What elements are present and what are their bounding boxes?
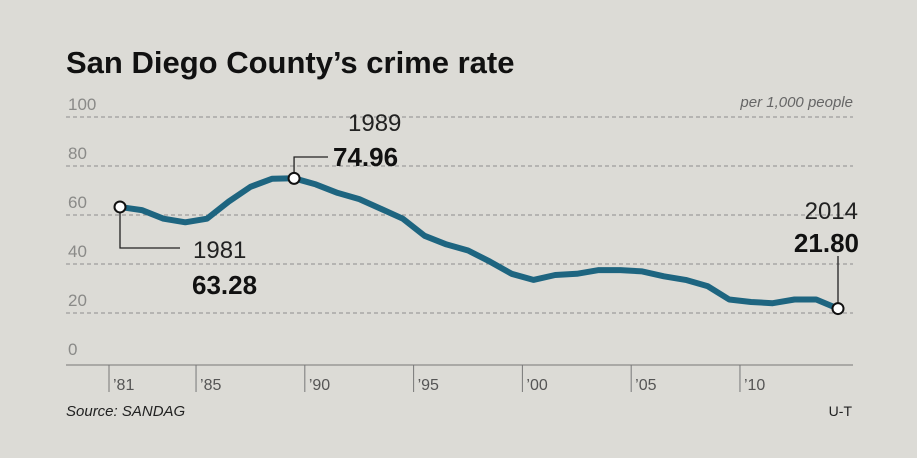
- x-tick-label: ’85: [200, 377, 221, 394]
- x-tick-label: ’10: [744, 377, 765, 394]
- y-tick-label: 60: [68, 193, 87, 212]
- unit-label: per 1,000 people: [739, 94, 853, 111]
- y-tick-label: 40: [68, 242, 87, 261]
- data-point-marker-1981: [113, 200, 127, 214]
- annotation-leader-1989: [293, 156, 328, 179]
- annotation-year-1981: 1981: [193, 237, 246, 264]
- data-point-marker-1989: [287, 171, 301, 185]
- axis-layer: 0 20 40 60 80 100 ’81 ’85 ’90 ’95 ’00 ’05 ’10: [66, 95, 853, 394]
- annotation-value-1989: 74.96: [333, 142, 398, 172]
- annotation-value-2014: 21.80: [794, 228, 859, 258]
- annotation-year-2014: 2014: [805, 198, 858, 225]
- y-tick-label: 0: [68, 340, 77, 359]
- annotation-year-1989: 1989: [348, 110, 401, 137]
- grid-layer: [66, 116, 853, 314]
- credit-label: U-T: [829, 403, 853, 419]
- x-tick-label: ’00: [526, 377, 547, 394]
- data-point-marker-2014: [831, 302, 845, 316]
- y-tick-label: 100: [68, 95, 96, 114]
- annotation-layer: 1981 63.28 1989 74.96 2014 21.80: [113, 110, 859, 316]
- x-tick-label: ’05: [635, 377, 656, 394]
- x-tick-label: ’90: [309, 377, 330, 394]
- x-tick-label: ’81: [113, 377, 134, 394]
- chart-title: San Diego County’s crime rate: [66, 45, 514, 80]
- series-line: [117, 175, 841, 312]
- source-note: Source: SANDAG: [66, 403, 186, 420]
- annotation-value-1981: 63.28: [192, 270, 257, 300]
- line-layer: [117, 175, 841, 312]
- y-tick-label: 20: [68, 291, 87, 310]
- annotation-leader-1981: [119, 206, 180, 249]
- x-tick-label: ’95: [418, 377, 439, 394]
- y-tick-label: 80: [68, 144, 87, 163]
